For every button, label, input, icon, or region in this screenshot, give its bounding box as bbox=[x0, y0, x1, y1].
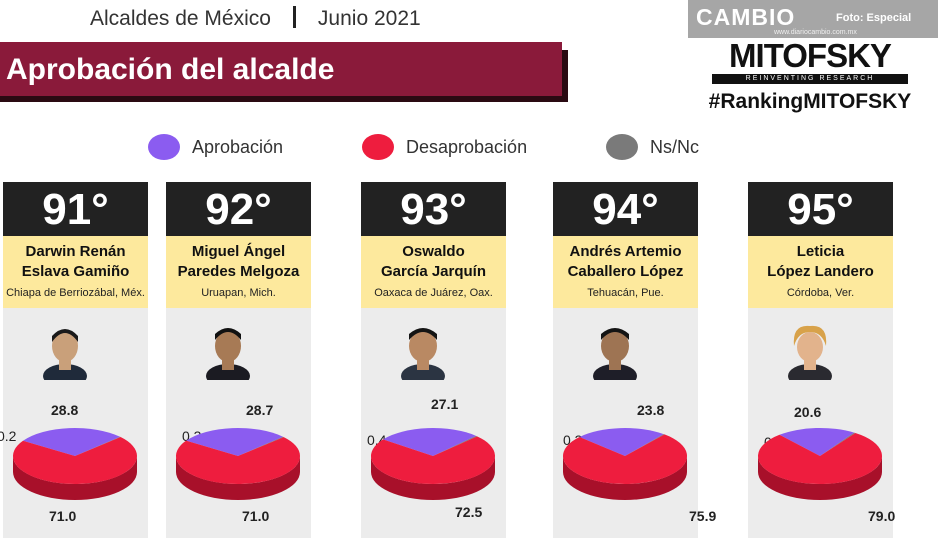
disapprove-value: 71.0 bbox=[49, 508, 77, 524]
disapprove-slice bbox=[13, 437, 138, 484]
approve-slice bbox=[22, 428, 121, 456]
cambio-logo: CAMBIO bbox=[696, 4, 796, 30]
rank-number: 94° bbox=[553, 182, 698, 236]
disapprove-slice bbox=[176, 437, 300, 484]
header-left: Alcaldes de México bbox=[90, 7, 271, 30]
mayor-first-line: Andrés Artemio bbox=[569, 243, 682, 260]
nsnc-slice bbox=[433, 435, 478, 456]
approve-slice bbox=[186, 428, 283, 456]
cambio-watermark: CAMBIO www.diariocambio.com.mx Foto: Esp… bbox=[688, 0, 938, 38]
mayor-panel: 91° Darwin Renán Eslava Gamiño Chiapa de… bbox=[0, 182, 148, 538]
mayor-first-line: Darwin Renán bbox=[25, 243, 126, 260]
disapprove-value: 75.9 bbox=[689, 508, 717, 524]
photo-credit: Foto: Especial bbox=[836, 12, 912, 24]
mayor-panel: 95° Leticia López Landero Córdoba, Ver. … bbox=[748, 182, 896, 538]
subtitle-bar: Alcaldes de México Junio 2021 bbox=[90, 6, 421, 31]
legend-nsnc: Ns/Nc bbox=[606, 134, 699, 160]
pie-side bbox=[13, 456, 137, 500]
mayor-second-line: Eslava Gamiño bbox=[21, 263, 130, 280]
approval-pie bbox=[371, 428, 495, 500]
mayor-panel: 94° Andrés Artemio Caballero López Tehua… bbox=[553, 182, 716, 538]
mayor-panel: 93° Oswaldo García Jarquín Oaxaca de Juá… bbox=[361, 182, 506, 538]
approval-pie bbox=[563, 428, 687, 500]
approval-pie bbox=[176, 428, 300, 500]
rank-number: 92° bbox=[166, 182, 311, 236]
approve-slice bbox=[383, 428, 476, 456]
cambio-url: www.diariocambio.com.mx bbox=[774, 29, 857, 36]
header-right: Junio 2021 bbox=[317, 7, 421, 30]
mayor-city: Chiapa de Berriozábal, Méx. bbox=[6, 287, 145, 299]
mitofsky-tagline: REINVENTING RESEARCH bbox=[712, 74, 908, 84]
nsnc-value: 0.2 bbox=[0, 428, 17, 444]
legend-nsnc-label: Ns/Nc bbox=[650, 136, 699, 157]
mayor-name-box: Oswaldo García Jarquín Oaxaca de Juárez,… bbox=[361, 236, 506, 308]
mayor-first-line: Miguel Ángel bbox=[191, 243, 286, 260]
mayor-name-box: Miguel Ángel Paredes Melgoza Uruapan, Mi… bbox=[166, 236, 311, 308]
nsnc-slice bbox=[238, 436, 284, 456]
legend-approve: Aprobación bbox=[148, 134, 283, 160]
mayor-city: Tehuacán, Pue. bbox=[587, 287, 664, 299]
mayor-second-line: López Landero bbox=[767, 263, 874, 280]
ranking-hashtag: #RankingMITOFSKY bbox=[708, 90, 912, 113]
mayor-first-line: Oswaldo bbox=[402, 243, 465, 260]
legend-approve-swatch bbox=[148, 134, 180, 160]
disapprove-slice bbox=[563, 434, 687, 484]
mayor-photo bbox=[206, 328, 250, 380]
rank-number: 93° bbox=[361, 182, 506, 236]
mayor-second-line: García Jarquín bbox=[380, 263, 487, 280]
approve-value: 23.8 bbox=[637, 402, 665, 418]
approve-value: 28.7 bbox=[246, 402, 274, 418]
disapprove-value: 71.0 bbox=[242, 508, 270, 524]
mayor-panel: 92° Miguel Ángel Paredes Melgoza Uruapan… bbox=[166, 182, 311, 538]
mayor-photo bbox=[788, 325, 832, 380]
disapprove-value: 72.5 bbox=[455, 504, 483, 520]
banner-title: Aprobación del alcalde bbox=[0, 42, 562, 96]
header-divider bbox=[292, 6, 296, 28]
nsnc-slice bbox=[820, 432, 856, 456]
mayor-second-line: Caballero López bbox=[567, 263, 684, 280]
pie-side bbox=[176, 456, 300, 500]
mayor-name-box: Andrés Artemio Caballero López Tehuacán,… bbox=[553, 236, 698, 308]
pie-side bbox=[758, 456, 882, 500]
mayor-photo bbox=[401, 328, 445, 380]
disapprove-value: 79.0 bbox=[868, 508, 896, 524]
legend-approve-label: Aprobación bbox=[192, 136, 284, 157]
disapprove-slice bbox=[371, 436, 495, 484]
approve-slice bbox=[779, 428, 855, 456]
mayor-city: Córdoba, Ver. bbox=[786, 287, 855, 299]
legend-disapprove-swatch bbox=[362, 134, 394, 160]
legend-disapprove: Desaprobación bbox=[362, 134, 527, 160]
legend-nsnc-swatch bbox=[606, 134, 638, 160]
mayor-name-box: Darwin Renán Eslava Gamiño Chiapa de Ber… bbox=[3, 236, 148, 308]
legend-disapprove-label: Desaprobación bbox=[406, 136, 528, 157]
pie-side bbox=[371, 456, 495, 500]
mayor-photo bbox=[593, 328, 637, 380]
approval-pie bbox=[758, 428, 882, 500]
mayor-city: Oaxaca de Juárez, Oax. bbox=[374, 287, 493, 299]
nsnc-slice bbox=[625, 434, 665, 456]
approve-value: 27.1 bbox=[431, 396, 459, 412]
approval-pie bbox=[13, 428, 138, 500]
mayor-city: Uruapan, Mich. bbox=[201, 287, 276, 299]
approve-slice bbox=[579, 428, 664, 456]
nsnc-slice bbox=[75, 436, 121, 456]
mitofsky-logo: MITOFSKY REINVENTING RESEARCH #RankingMI… bbox=[704, 38, 916, 114]
mayor-photo bbox=[43, 329, 87, 380]
approve-value: 20.6 bbox=[794, 404, 822, 420]
mayor-second-line: Paredes Melgoza bbox=[177, 263, 300, 280]
disapprove-slice bbox=[758, 433, 882, 484]
rank-number: 91° bbox=[3, 182, 148, 236]
mayor-first-line: Leticia bbox=[796, 243, 845, 260]
mitofsky-name: MITOFSKY bbox=[729, 37, 892, 74]
pie-side bbox=[563, 456, 687, 500]
mayor-name-box: Leticia López Landero Córdoba, Ver. bbox=[748, 236, 893, 308]
rank-number: 95° bbox=[748, 182, 893, 236]
approve-value: 28.8 bbox=[51, 402, 79, 418]
